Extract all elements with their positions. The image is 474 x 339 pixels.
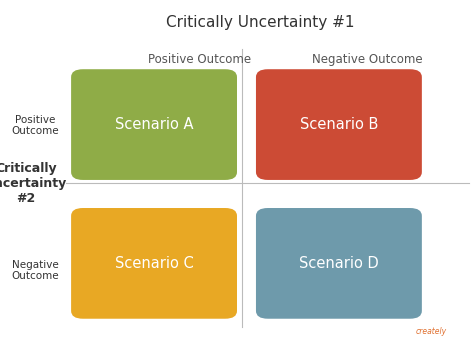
FancyBboxPatch shape (71, 208, 237, 319)
Text: creately: creately (416, 327, 447, 336)
Text: Positive
Outcome: Positive Outcome (12, 115, 59, 136)
Text: Positive Outcome: Positive Outcome (147, 53, 251, 66)
Text: Critically
Uncertainty
#2: Critically Uncertainty #2 (0, 162, 67, 204)
Text: Critically Uncertainty #1: Critically Uncertainty #1 (166, 15, 355, 30)
Text: Scenario B: Scenario B (300, 117, 378, 132)
Text: Scenario A: Scenario A (115, 117, 193, 132)
FancyBboxPatch shape (71, 69, 237, 180)
Text: Scenario D: Scenario D (299, 256, 379, 271)
Text: Negative Outcome: Negative Outcome (312, 53, 423, 66)
Text: Scenario C: Scenario C (115, 256, 193, 271)
Text: Negative
Outcome: Negative Outcome (12, 260, 59, 281)
FancyBboxPatch shape (256, 208, 422, 319)
FancyBboxPatch shape (256, 69, 422, 180)
